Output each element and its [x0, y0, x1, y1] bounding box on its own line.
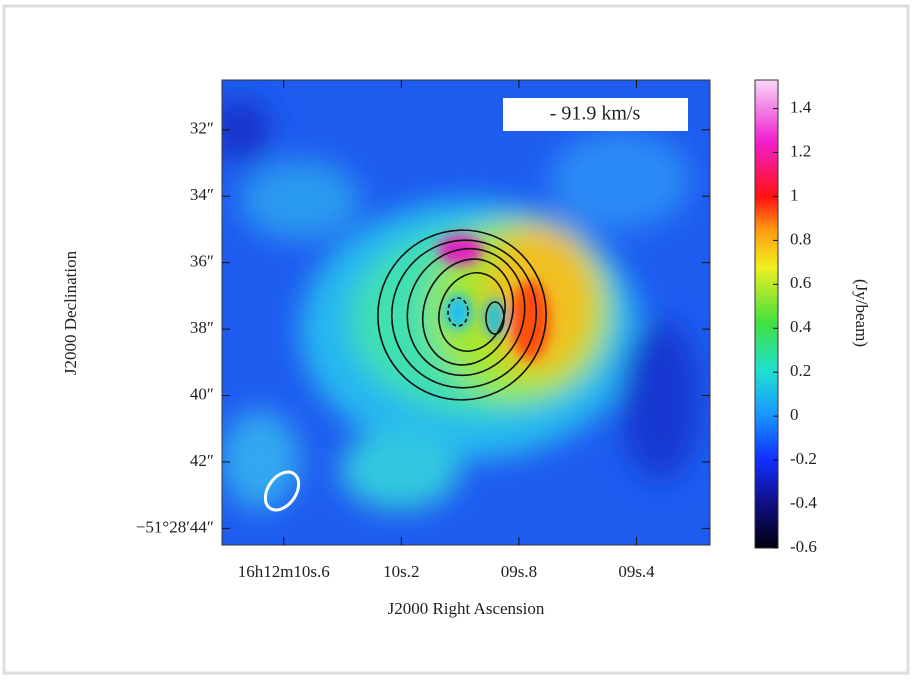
x-tick-label: 10s.2 — [383, 562, 419, 581]
colorbar-tick-label: -0.4 — [790, 493, 817, 512]
x-tick-label: 16h12m10s.6 — [238, 562, 330, 581]
annotation: - 91.9 km/s — [550, 103, 641, 125]
colorbar-tick-label: 0.4 — [790, 317, 812, 336]
contours — [377, 229, 547, 401]
plot-frame — [221, 79, 711, 546]
y-axis-label: J2000 Declination — [61, 250, 80, 375]
y-tick-label: 36″ — [190, 252, 214, 271]
colorbar — [754, 79, 779, 549]
y-tick-label: 32″ — [190, 119, 214, 138]
colorbar-tick-label: 0.6 — [790, 273, 811, 292]
y-tick-label: 42″ — [190, 451, 214, 470]
annotation-box — [503, 98, 688, 131]
colorbar-tick-label: 1.4 — [790, 97, 812, 116]
y-tick-label: −51°28′44″ — [136, 517, 214, 536]
heatmap — [222, 80, 710, 545]
x-tick-label: 09s.8 — [501, 562, 537, 581]
colorbar-tick-label: 0 — [790, 405, 799, 424]
x-axis-label: J2000 Right Ascension — [388, 599, 545, 618]
colorbar-label: (Jy/beam) — [852, 279, 871, 347]
x-tick-label: 09s.4 — [618, 562, 655, 581]
colorbar-tick-label: -0.2 — [790, 449, 817, 468]
colorbar-tick-label: 0.2 — [790, 361, 811, 380]
colorbar-tick-label: 1.2 — [790, 141, 811, 160]
y-tick-label: 40″ — [190, 384, 214, 403]
y-tick-label: 38″ — [190, 318, 214, 337]
colorbar-tick-label: 1 — [790, 185, 799, 204]
colorbar-tick-label: 0.8 — [790, 229, 811, 248]
colorbar-tick-label: -0.6 — [790, 537, 817, 556]
beam — [263, 470, 301, 512]
y-tick-label: 34″ — [190, 185, 214, 204]
